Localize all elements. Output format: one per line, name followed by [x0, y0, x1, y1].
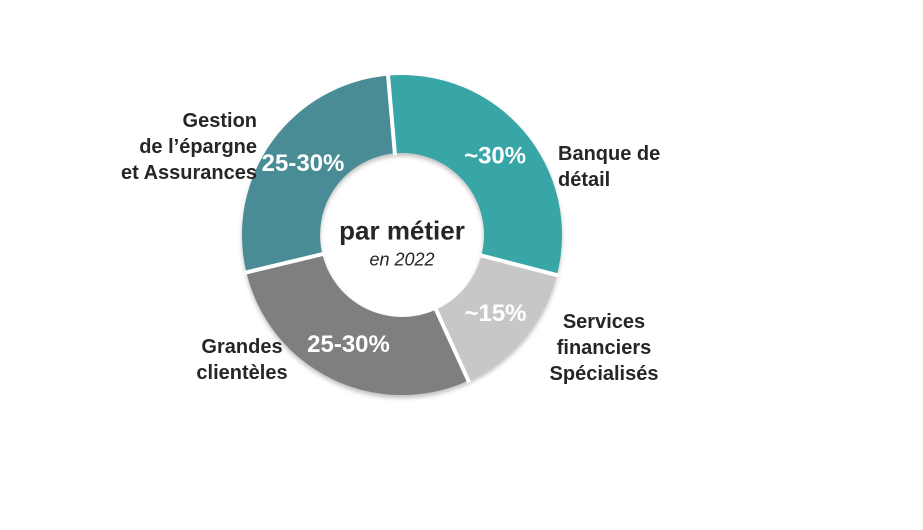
label-line: Grandes	[201, 336, 283, 358]
label-line: Gestion	[182, 110, 257, 132]
chart-title: par métier	[339, 215, 465, 246]
value-label-banque-de-detail: ~30%	[464, 143, 526, 170]
segment-banque-de-detail	[388, 74, 563, 276]
chart-center-label: par métier en 2022	[339, 216, 465, 271]
segment-gestion-epargne-assurances	[241, 75, 395, 273]
segment-separators	[244, 73, 560, 384]
value-label-grandes-clienteles: 25-30%	[307, 331, 390, 358]
segment-separator	[385, 73, 397, 156]
segment-separator	[478, 253, 560, 278]
label-line: clientèles	[196, 362, 288, 384]
label-line: de l’épargne	[139, 136, 257, 158]
label-services-financiers-specialises: Services financiers Spécialisés	[524, 309, 684, 387]
label-grandes-clienteles: Grandes clientèles	[162, 334, 322, 386]
segment-value-labels: ~30% ~15% 25-30% 25-30%	[262, 143, 527, 359]
label-line: Banque de	[558, 143, 661, 165]
segment-grandes-clienteles	[246, 254, 469, 396]
value-label-gestion-epargne-assurances: 25-30%	[262, 150, 345, 177]
label-line: détail	[558, 169, 611, 191]
label-line: Services	[562, 311, 646, 333]
label-banque-de-detail: Banque de détail	[558, 141, 718, 193]
label-line: financiers	[556, 337, 652, 359]
chart-subtitle: en 2022	[369, 249, 435, 270]
label-line: Spécialisés	[549, 363, 659, 385]
segment-separator	[433, 306, 472, 384]
segment-separator	[244, 251, 325, 275]
label-line: et Assurances	[121, 162, 257, 184]
donut-segments	[241, 74, 563, 396]
label-gestion-epargne-assurances: Gestion de l’épargne et Assurances	[97, 108, 257, 186]
value-label-services-financiers-specialises: ~15%	[464, 300, 526, 327]
segment-services-financiers-specialises	[436, 255, 557, 381]
